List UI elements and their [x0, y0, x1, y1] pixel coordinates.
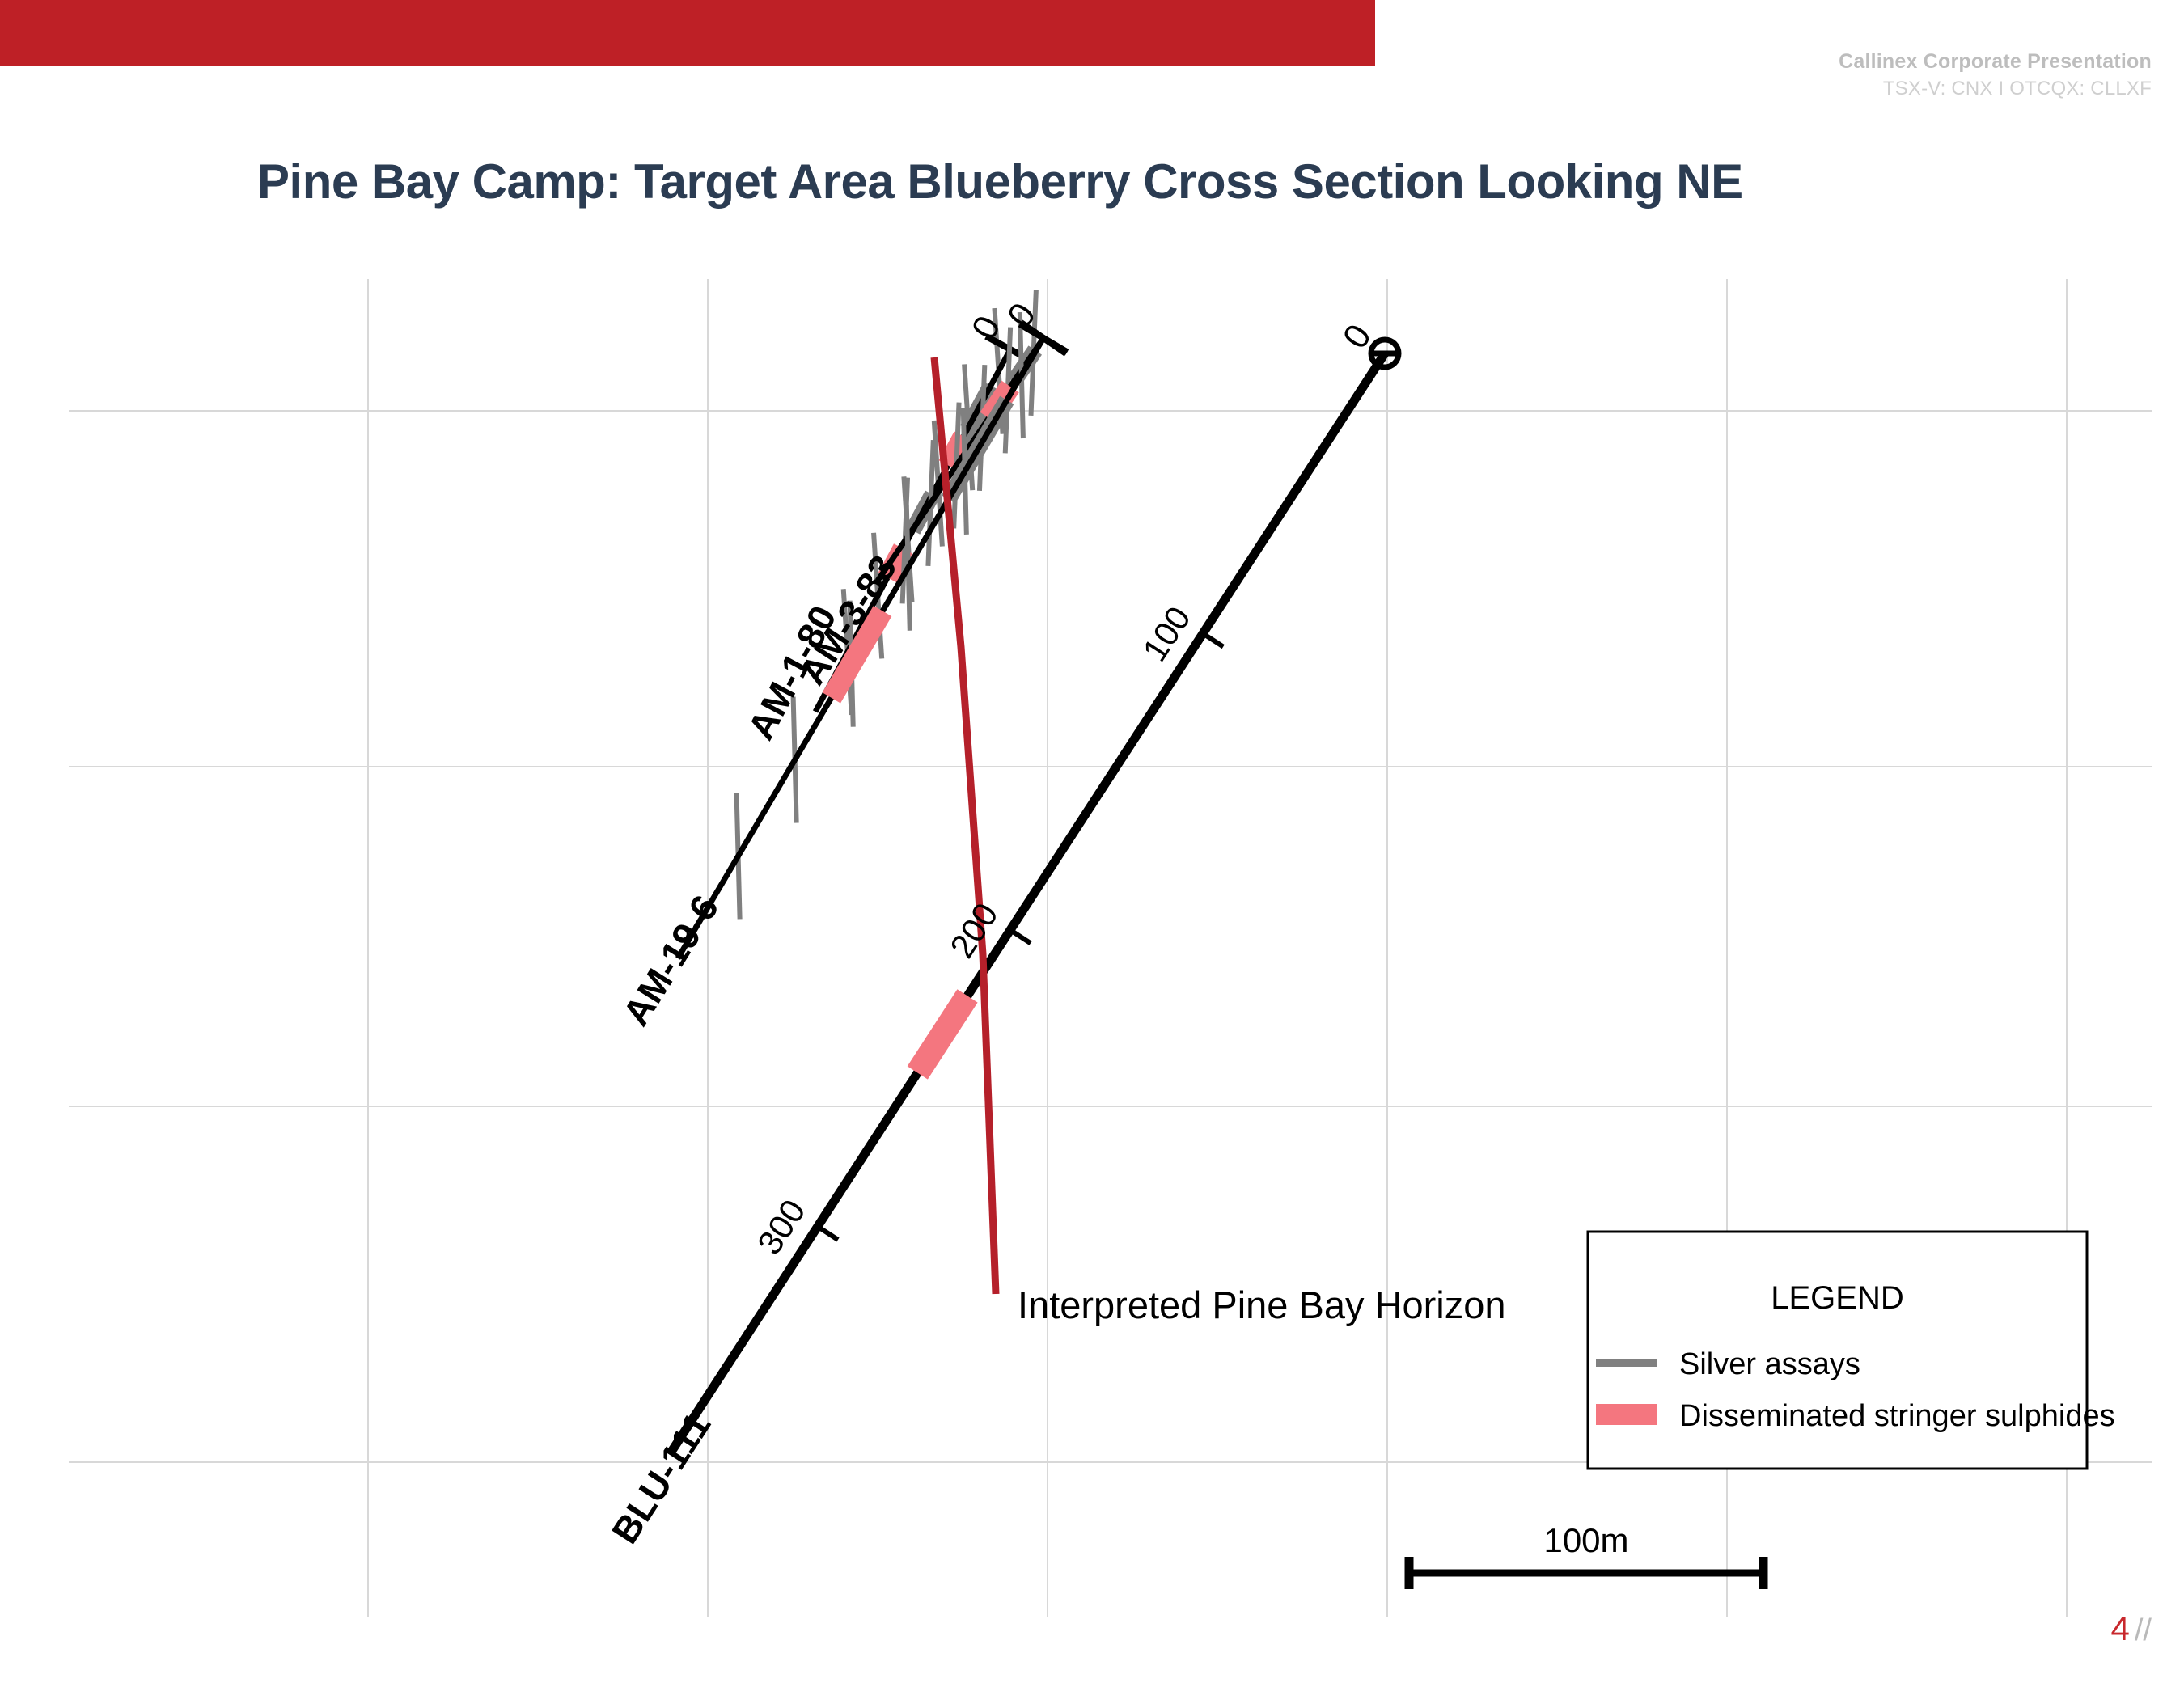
- page-number-value: 4: [2110, 1609, 2130, 1647]
- sulphide-interval: [878, 543, 912, 583]
- sulphide-interval: [822, 605, 892, 704]
- legend-title: LEGEND: [1771, 1280, 1904, 1316]
- sulphide-interval: [907, 989, 978, 1080]
- ticker-symbols: TSX-V: CNX I OTCQX: CLLXF: [1882, 77, 2152, 99]
- page-slashes: //: [2134, 1613, 2152, 1647]
- drillhole-trace: [875, 336, 1046, 582]
- company-name: Callinex Corporate Presentation: [1839, 50, 2152, 73]
- drillhole-traces: [667, 289, 1402, 1454]
- interpreted-horizon: Interpreted Pine Bay Horizon: [930, 357, 1506, 1326]
- page-title: Pine Bay Camp: Target Area Blueberry Cro…: [257, 154, 1743, 209]
- legend-box: [1586, 1230, 2089, 1470]
- interpreted-horizon-label: Interpreted Pine Bay Horizon: [1018, 1283, 1506, 1326]
- depth-tick-mark: [1009, 928, 1032, 945]
- drillhole-name-label: BLU-111: [603, 1405, 718, 1551]
- legend-item-label: Disseminated stringer sulphides: [1679, 1399, 2115, 1433]
- figure-labels: 0AM-1-800AM-3-83AM-19-61002003000BLU-111…: [603, 296, 2115, 1551]
- scale-bar: 100m: [1404, 1521, 1768, 1589]
- depth-tick-mark: [816, 1224, 840, 1242]
- legend-swatch-sulphides: [1596, 1404, 1657, 1425]
- drillhole-name-label: AM-19-6: [615, 888, 727, 1033]
- scale-bar-label: 100m: [1543, 1521, 1628, 1559]
- collar-tick: [1018, 321, 1069, 355]
- legend-item-label: Silver assays: [1679, 1347, 1860, 1381]
- corporate-header: Callinex Corporate Presentation TSX-V: C…: [1839, 49, 2152, 102]
- top-red-banner: [0, 0, 1375, 66]
- legend: LEGEND Silver assays Disseminated stringer…: [1586, 1230, 2115, 1470]
- page-number: 4//: [2111, 1609, 2152, 1648]
- drillhole-trace: [667, 351, 1389, 1454]
- depth-tick-mark: [1201, 631, 1225, 649]
- collar-depth-label: 0: [964, 310, 1009, 346]
- interpreted-horizon-line: [930, 357, 1000, 1295]
